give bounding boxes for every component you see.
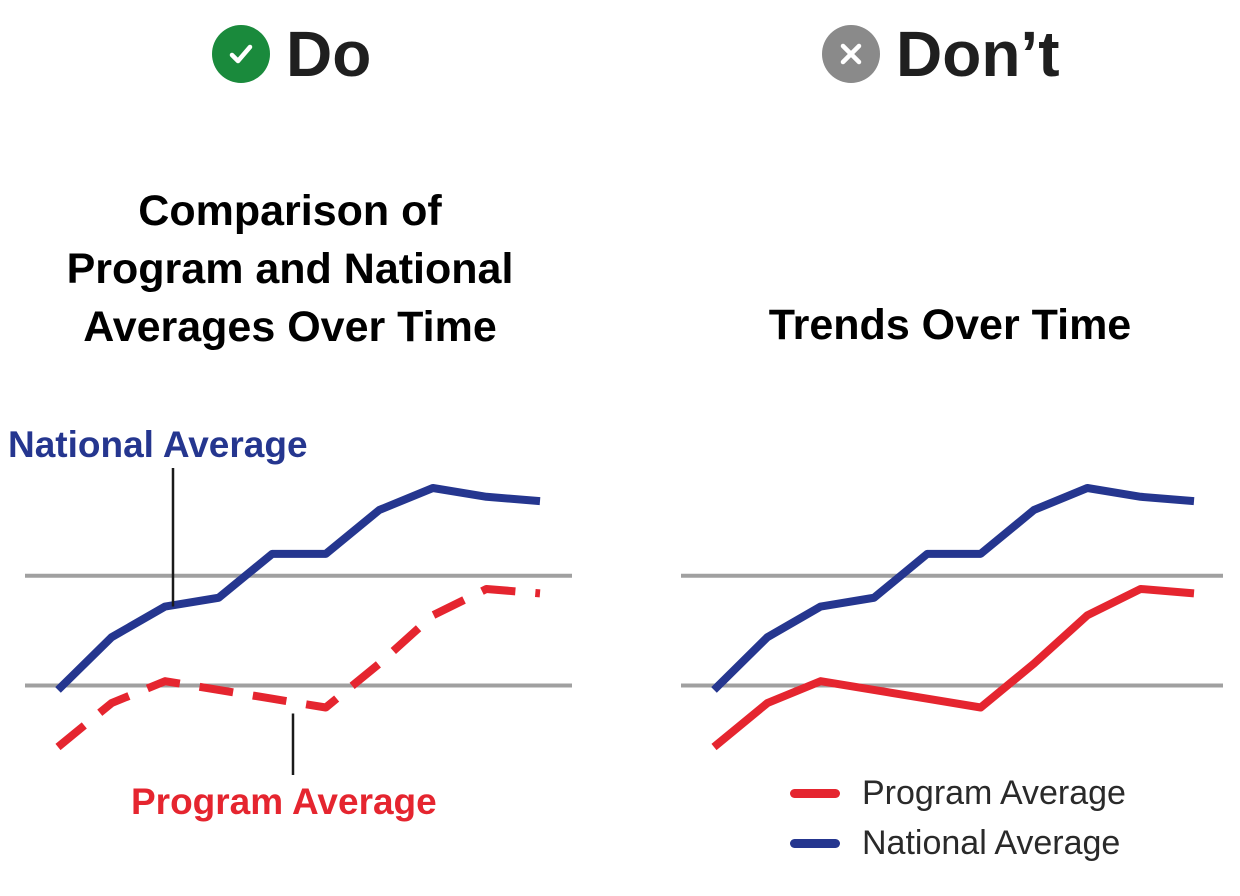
- national-line-1: [711, 484, 1195, 693]
- program-average-label: Program Average: [131, 781, 437, 822]
- check-circle-icon: [212, 25, 270, 83]
- chart-title-dont: Trends Over Time: [768, 301, 1132, 349]
- x-circle-icon: [822, 25, 880, 83]
- do-label: Do: [286, 18, 372, 90]
- do-header: Do: [212, 22, 371, 86]
- dont-label: Don’t: [896, 18, 1060, 90]
- national-average-label: National Average: [8, 424, 308, 465]
- legend-item-program: Program Average: [790, 768, 1126, 818]
- legend-swatch-national: [790, 838, 840, 848]
- legend-item-national: National Average: [790, 818, 1126, 868]
- legend-label-national: National Average: [862, 823, 1121, 862]
- chart-title-do: Comparison of Program and National Avera…: [66, 187, 514, 351]
- program-line-1: [711, 584, 1195, 751]
- program-line-0: [55, 584, 541, 751]
- legend-swatch-program: [790, 788, 840, 798]
- legend-label-program: Program Average: [862, 773, 1126, 812]
- national-line-0: [55, 484, 541, 693]
- legend: Program Average National Average: [790, 768, 1126, 868]
- dont-header: Don’t: [822, 22, 1060, 86]
